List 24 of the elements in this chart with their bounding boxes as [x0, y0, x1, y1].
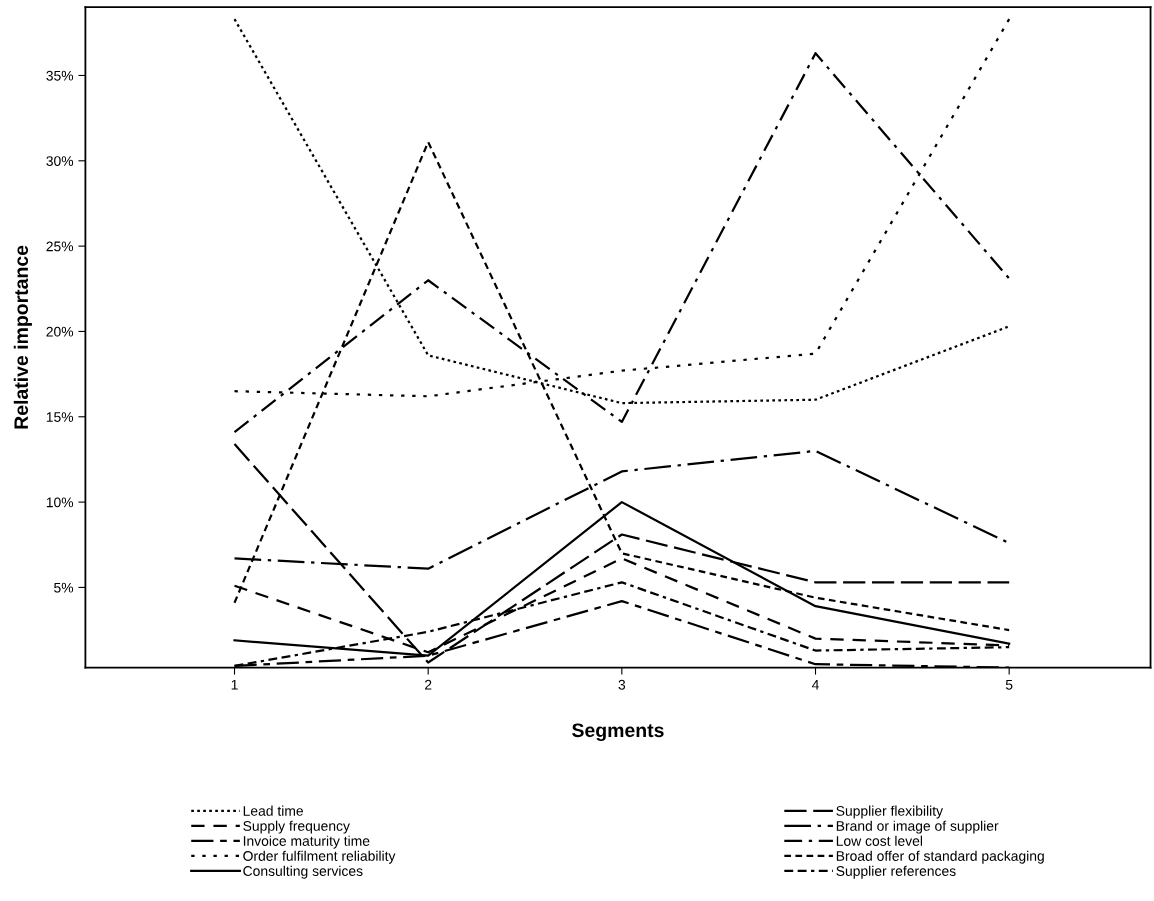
x-tick-label: 3 [618, 679, 626, 690]
legend-label: Broad offer of standard packaging [836, 850, 1044, 864]
y-tick-label: 35% [46, 70, 74, 81]
y-tick-label: 5% [54, 582, 74, 593]
legend-label: Lead time [243, 805, 303, 816]
legend-label: Low cost level [836, 835, 923, 846]
legend-label: Order fulfilment reliability [243, 850, 396, 864]
y-tick-label: 20% [46, 326, 74, 337]
legend-label: Invoice maturity time [243, 835, 370, 849]
legend-label: Supplier references [836, 865, 956, 879]
x-tick-label: 2 [425, 679, 432, 690]
legend-label: Supply frequency [243, 820, 350, 834]
y-tick-label: 10% [46, 497, 74, 508]
y-tick-label: 15% [46, 412, 74, 422]
x-axis-title: Segments [572, 723, 664, 742]
x-tick-label: 1 [231, 679, 238, 690]
legend-label: Consulting services [243, 865, 363, 879]
y-axis-title: Relative importance [13, 245, 32, 429]
legend-label: Supplier flexibility [836, 805, 943, 819]
legend-label: Brand or image of supplier [836, 820, 999, 834]
x-tick-label: 4 [811, 679, 819, 690]
y-tick-label: 25% [46, 241, 74, 252]
y-tick-label: 30% [46, 156, 74, 166]
x-tick-label: 5 [1005, 679, 1013, 690]
